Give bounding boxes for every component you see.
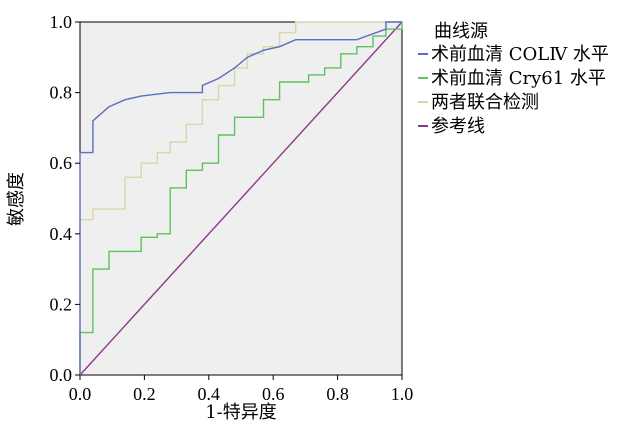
x-tick-label: 0.8 [326,384,349,404]
series-line-3 [79,21,403,376]
axis-layer: 0.0 0.2 0.4 0.6 0.8 1.0 0.0 0.2 0.4 0.6 0.8 1.0 [50,12,414,404]
x-tick-label: 0.0 [69,384,92,404]
series-line-0 [79,21,402,375]
x-axis-title: 1-特异度 [205,402,277,423]
series-layer [79,21,403,376]
legend-label-1: 术前血清 Cry61 水平 [431,68,606,89]
x-tick-label: 0.4 [198,384,221,404]
y-tick-label: 0.0 [50,365,73,385]
legend-label-2: 两者联合检测 [431,92,539,113]
x-tick-label: 1.0 [391,384,414,404]
y-tick-label: 1.0 [50,12,73,32]
y-tick-label: 0.8 [50,83,73,103]
legend-label-0: 术前血清 COLⅣ 水平 [431,44,609,65]
y-axis-title: 敏感度 [6,172,27,226]
series-line-2 [79,21,402,375]
series-line-1 [79,22,403,375]
legend-label-3: 参考线 [431,116,485,137]
y-tick-label: 0.2 [50,294,73,314]
y-tick-label: 0.4 [50,224,73,244]
legend-title: 曲线源 [434,21,488,42]
y-tick-label: 0.6 [50,153,73,173]
x-tick-label: 0.6 [262,384,285,404]
x-tick-label: 0.2 [133,384,156,404]
